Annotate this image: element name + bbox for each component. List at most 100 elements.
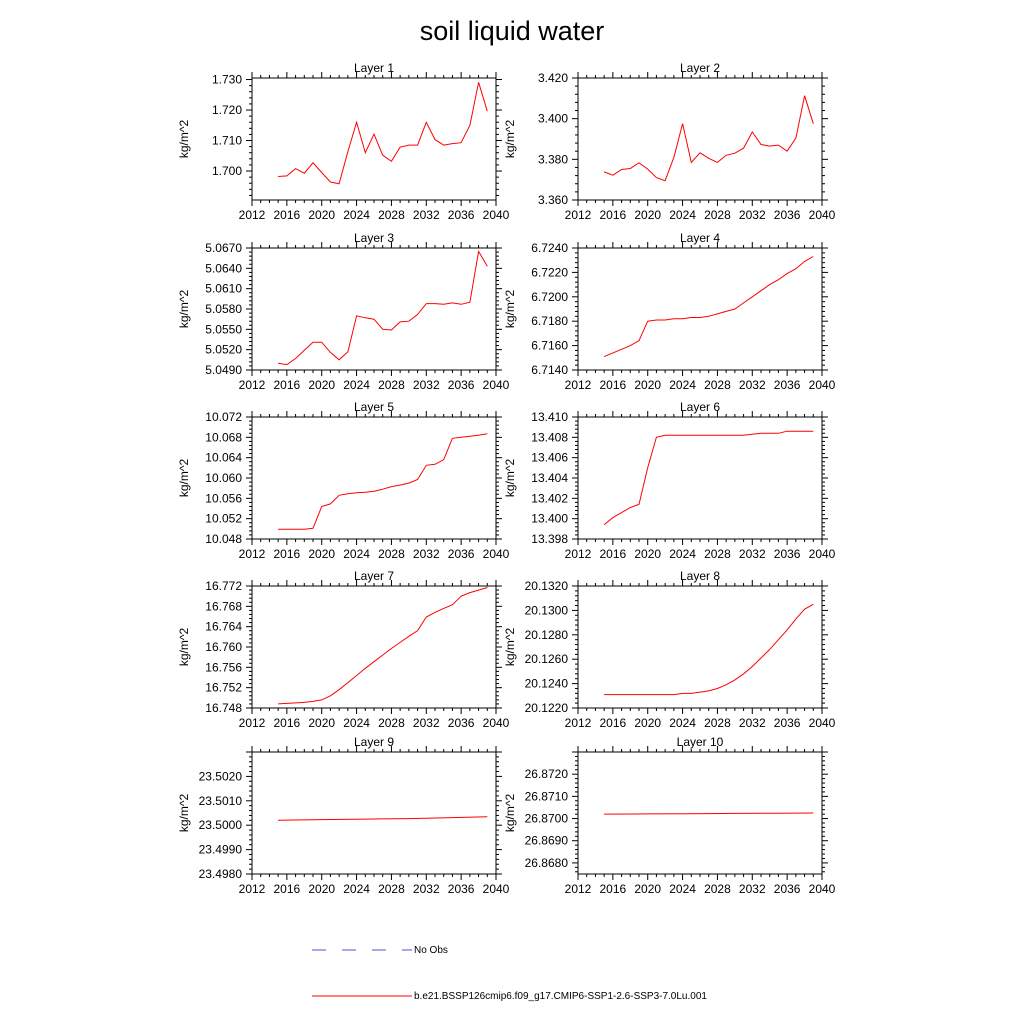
x-tick-label: 2032 bbox=[413, 716, 440, 730]
x-tick-label: 2036 bbox=[774, 547, 801, 561]
y-tick-label: 6.7240 bbox=[531, 241, 568, 255]
x-tick-label: 2032 bbox=[413, 882, 440, 896]
y-tick-label: 6.7180 bbox=[531, 314, 568, 328]
x-tick-label: 2016 bbox=[274, 208, 301, 222]
y-axis-label: kg/m^2 bbox=[503, 628, 517, 667]
plot-frame bbox=[251, 416, 497, 540]
panel-layer-7: Layer 7 kg/m^2 2012 2016 2020 2024 2028 2032 203… bbox=[177, 569, 510, 730]
y-axis-label: kg/m^2 bbox=[177, 459, 191, 498]
y-axis-label: kg/m^2 bbox=[177, 628, 191, 667]
x-tick-label: 2024 bbox=[669, 378, 696, 392]
legend-label-no-obs: No Obs bbox=[414, 945, 448, 956]
x-tick-label: 2024 bbox=[669, 716, 696, 730]
y-tick-label: 16.772 bbox=[205, 579, 242, 593]
x-tick-label: 2020 bbox=[634, 882, 661, 896]
x-tick-label: 2036 bbox=[448, 547, 475, 561]
plot-frame bbox=[577, 585, 823, 709]
y-tick-label: 16.760 bbox=[205, 640, 242, 654]
x-tick-label: 2028 bbox=[378, 547, 405, 561]
y-tick-label: 20.1240 bbox=[525, 677, 569, 691]
y-tick-label: 13.408 bbox=[531, 430, 568, 444]
x-tick-label: 2016 bbox=[600, 547, 627, 561]
panel-layer-2: Layer 2 kg/m^2 2012 2016 2020 2024 2028 2032 203… bbox=[503, 61, 836, 222]
x-tick-label: 2020 bbox=[308, 882, 335, 896]
y-tick-label: 6.7220 bbox=[531, 265, 568, 279]
x-tick-label: 2040 bbox=[809, 378, 836, 392]
y-tick-label: 16.768 bbox=[205, 599, 242, 613]
x-tick-label: 2020 bbox=[634, 547, 661, 561]
x-tick-label: 2032 bbox=[739, 716, 766, 730]
x-tick-label: 2016 bbox=[274, 716, 301, 730]
panel-layer-6: Layer 6 kg/m^2 2012 2016 2020 2024 2028 2032 203… bbox=[503, 400, 836, 561]
x-tick-label: 2028 bbox=[378, 882, 405, 896]
x-tick-label: 2028 bbox=[704, 208, 731, 222]
y-tick-label: 5.0490 bbox=[205, 363, 242, 377]
x-tick-label: 2016 bbox=[600, 378, 627, 392]
x-tick-label: 2024 bbox=[343, 208, 370, 222]
x-tick-label: 2032 bbox=[413, 208, 440, 222]
y-tick-label: 26.8680 bbox=[525, 856, 569, 870]
y-tick-label: 6.7140 bbox=[531, 363, 568, 377]
x-tick-label: 2032 bbox=[413, 378, 440, 392]
series-line bbox=[604, 603, 814, 696]
y-tick-label: 13.400 bbox=[531, 512, 568, 526]
x-tick-label: 2040 bbox=[483, 378, 510, 392]
x-tick-label: 2012 bbox=[239, 208, 266, 222]
x-tick-label: 2020 bbox=[634, 208, 661, 222]
x-tick-label: 2032 bbox=[739, 547, 766, 561]
panel-title: Layer 2 bbox=[680, 61, 720, 75]
legend-item-no-obs: No Obs bbox=[312, 945, 448, 956]
y-tick-label: 23.5000 bbox=[199, 818, 243, 832]
panel-title: Layer 3 bbox=[354, 231, 394, 245]
y-tick-label: 1.710 bbox=[212, 134, 242, 148]
x-tick-label: 2024 bbox=[343, 547, 370, 561]
y-tick-label: 23.4980 bbox=[199, 867, 243, 881]
panel-title: Layer 5 bbox=[354, 400, 394, 414]
x-tick-label: 2036 bbox=[448, 882, 475, 896]
y-tick-label: 10.060 bbox=[205, 471, 242, 485]
legend: No Obs b.e21.BSSP126cmip6.f09_g17.CMIP6-… bbox=[312, 945, 707, 1002]
x-tick-label: 2040 bbox=[809, 208, 836, 222]
y-tick-label: 3.380 bbox=[538, 152, 568, 166]
x-tick-label: 2020 bbox=[634, 378, 661, 392]
y-tick-label: 5.0520 bbox=[205, 343, 242, 357]
x-tick-label: 2036 bbox=[448, 716, 475, 730]
x-tick-label: 2012 bbox=[565, 716, 592, 730]
x-tick-label: 2036 bbox=[774, 378, 801, 392]
y-tick-label: 1.730 bbox=[212, 73, 242, 87]
y-tick-label: 20.1260 bbox=[525, 652, 569, 666]
x-tick-label: 2024 bbox=[669, 882, 696, 896]
x-tick-label: 2012 bbox=[565, 882, 592, 896]
y-axis-label: kg/m^2 bbox=[503, 794, 517, 833]
panel-layer-4: Layer 4 kg/m^2 2012 2016 2020 2024 2028 2032 203… bbox=[503, 231, 836, 392]
y-axis-label: kg/m^2 bbox=[177, 794, 191, 833]
y-tick-label: 23.5010 bbox=[199, 794, 243, 808]
y-tick-label: 10.048 bbox=[205, 532, 242, 546]
y-tick-label: 3.360 bbox=[538, 193, 568, 207]
x-tick-label: 2016 bbox=[274, 547, 301, 561]
panel-title: Layer 1 bbox=[354, 61, 394, 75]
x-tick-label: 2040 bbox=[483, 882, 510, 896]
x-tick-label: 2020 bbox=[308, 547, 335, 561]
y-tick-label: 26.8710 bbox=[525, 789, 569, 803]
series-line bbox=[278, 82, 488, 185]
y-tick-label: 13.398 bbox=[531, 532, 568, 546]
x-tick-label: 2040 bbox=[483, 208, 510, 222]
y-tick-label: 16.756 bbox=[205, 660, 242, 674]
x-tick-label: 2024 bbox=[669, 208, 696, 222]
x-tick-label: 2028 bbox=[704, 378, 731, 392]
x-tick-label: 2024 bbox=[343, 716, 370, 730]
x-tick-label: 2028 bbox=[378, 716, 405, 730]
x-tick-label: 2024 bbox=[669, 547, 696, 561]
y-tick-label: 26.8720 bbox=[525, 767, 569, 781]
x-tick-label: 2016 bbox=[274, 378, 301, 392]
plot-frame bbox=[251, 247, 497, 371]
main-title: soil liquid water bbox=[420, 16, 605, 46]
y-tick-label: 26.8690 bbox=[525, 834, 569, 848]
x-tick-label: 2020 bbox=[308, 378, 335, 392]
y-tick-label: 13.402 bbox=[531, 491, 568, 505]
panel-layer-1: Layer 1 kg/m^2 2012 2016 2020 2024 2028 2032 203… bbox=[177, 61, 510, 222]
plot-frame bbox=[251, 585, 497, 709]
x-tick-label: 2012 bbox=[239, 716, 266, 730]
